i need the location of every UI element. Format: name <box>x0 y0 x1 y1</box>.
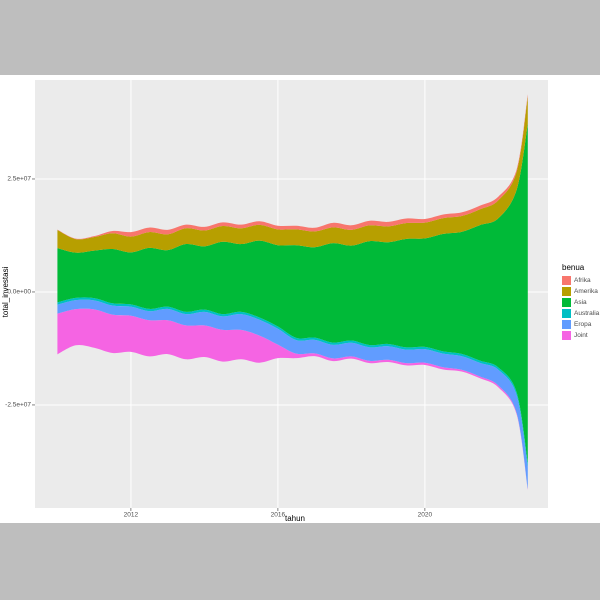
legend-key <box>562 298 571 307</box>
legend-label: Australia <box>574 310 600 317</box>
y-axis-title: total_investasi <box>1 266 10 317</box>
legend-key <box>562 320 571 329</box>
y-tick-label: 0.0e+00 <box>7 289 31 296</box>
stream-layer <box>57 308 528 490</box>
x-tick-label: 2012 <box>124 512 139 519</box>
legend-key <box>562 287 571 296</box>
x-tick-label: 2016 <box>271 512 286 519</box>
y-tick-label: 2.5e+07 <box>7 176 31 183</box>
stream-layer <box>57 123 528 463</box>
legend-label: Eropa <box>574 321 592 328</box>
x-axis-title: tahun <box>285 514 305 523</box>
legend-label: Asia <box>574 299 587 306</box>
legend-label: Afrika <box>574 277 591 284</box>
stream-layer <box>57 96 528 253</box>
legend-label: Amerika <box>574 288 598 295</box>
legend-label: Joint <box>574 332 588 339</box>
legend-key <box>562 309 571 318</box>
legend-key <box>562 276 571 285</box>
y-tick-label: -2.5e+07 <box>5 402 31 409</box>
x-tick-label: 2020 <box>418 512 433 519</box>
legend-key <box>562 331 571 340</box>
legend-title: benua <box>562 263 585 272</box>
